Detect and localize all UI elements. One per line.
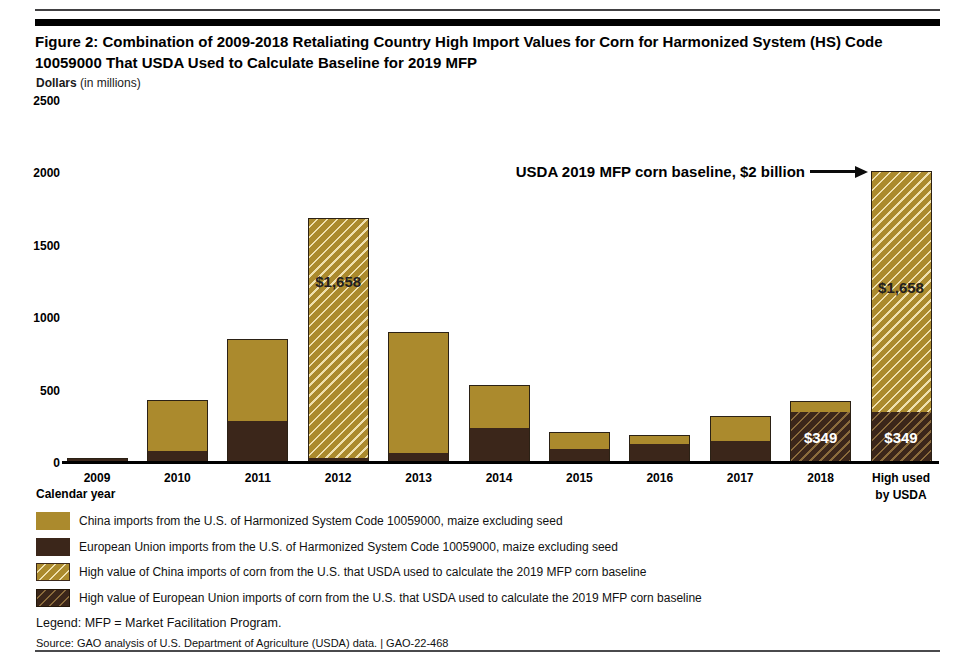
legend-row-china-solid: China imports from the U.S. of Harmonize…	[36, 512, 563, 530]
x-axis-label-2012: 2012	[293, 470, 383, 487]
bar-segment-2016-eu_solid	[630, 444, 689, 462]
x-axis-baseline	[62, 461, 939, 464]
legend-swatch-eu-solid	[36, 538, 70, 556]
x-axis-label-2010: 2010	[132, 470, 222, 487]
x-axis-label-2017: 2017	[695, 470, 785, 487]
bar-value-label-2018: $349	[804, 428, 837, 445]
y-axis-tick-label: 500	[0, 384, 60, 398]
y-axis-tick-label: 0	[0, 456, 60, 470]
y-axis-tick-label: 2500	[0, 94, 60, 108]
x-axis-title: Calendar year	[36, 487, 115, 501]
legend-label-china-hatched: High value of China imports of corn from…	[79, 565, 646, 579]
bar-2010	[147, 400, 208, 463]
legend-swatch-china-solid	[36, 512, 70, 530]
source-line: Source: GAO analysis of U.S. Department …	[36, 637, 448, 649]
chart-plot-area: 0 500 1000 1500 2000 2500 200920102011 $1,658 20…	[0, 0, 980, 654]
x-axis-label-2013: 2013	[374, 470, 464, 487]
x-axis-label-2018: 2018	[776, 470, 866, 487]
bar-2017	[710, 416, 771, 463]
bar-segment-2013-china_solid	[389, 333, 448, 454]
legend-label-eu-solid: European Union imports from the U.S. of …	[79, 540, 618, 554]
bar-value-label-high-used-by-usda: $1,658	[878, 278, 924, 295]
legend-label-eu-hatched: High value of European Union imports of …	[79, 591, 702, 605]
bar-2016	[629, 435, 690, 463]
legend-note: Legend: MFP = Market Facilitation Progra…	[36, 616, 281, 630]
legend-label-china-solid: China imports from the U.S. of Harmonize…	[79, 514, 563, 528]
bar-2015	[549, 432, 610, 463]
legend-row-china-hatched: High value of China imports of corn from…	[36, 563, 646, 581]
legend-swatch-eu-hatched	[36, 589, 70, 607]
bar-segment-2014-eu_solid	[470, 428, 529, 462]
bar-segment-2018-china_solid	[791, 402, 850, 412]
bar-2014	[469, 385, 530, 463]
annotation-arrow-line	[810, 170, 855, 173]
x-axis-label-high-used-by-usda: High used by USDA	[856, 470, 946, 504]
bar-value-label-high-used-by-usda: $349	[884, 428, 917, 445]
legend-row-eu-solid: European Union imports from the U.S. of …	[36, 538, 618, 556]
baseline-annotation: USDA 2019 MFP corn baseline, $2 billion	[516, 163, 868, 180]
legend-row-eu-hatched: High value of European Union imports of …	[36, 589, 702, 607]
annotation-arrowhead-icon	[855, 166, 868, 178]
baseline-annotation-text: USDA 2019 MFP corn baseline, $2 billion	[516, 163, 805, 180]
x-axis-label-2016: 2016	[615, 470, 705, 487]
bottom-rule	[35, 650, 940, 652]
y-axis-tick-label: 1500	[0, 239, 60, 253]
bar-segment-2011-eu_solid	[228, 421, 287, 462]
bar-value-label-2012: $1,658	[315, 272, 361, 289]
bar-segment-2012-china_hatched	[309, 219, 368, 458]
bar-2013	[388, 332, 449, 463]
bar-high-used-by-usda	[871, 171, 932, 463]
x-axis-label-2009: 2009	[52, 470, 142, 487]
y-axis-tick-label: 1000	[0, 311, 60, 325]
bar-segment-2014-china_solid	[470, 386, 529, 428]
bar-segment-2017-eu_solid	[711, 441, 770, 462]
bar-2011	[227, 339, 288, 463]
bar-segment-2010-china_solid	[148, 401, 207, 452]
bar-segment-2016-china_solid	[630, 436, 689, 444]
gao-figure-page: Figure 2: Combination of 2009-2018 Retal…	[0, 0, 980, 654]
y-axis-tick-label: 2000	[0, 166, 60, 180]
bar-2012	[308, 218, 369, 463]
bar-segment-2011-china_solid	[228, 340, 287, 421]
bar-segment-2015-china_solid	[550, 433, 609, 449]
x-axis-label-2015: 2015	[534, 470, 624, 487]
x-axis-label-2014: 2014	[454, 470, 544, 487]
legend-swatch-china-hatched	[36, 563, 70, 581]
x-axis-label-2011: 2011	[213, 470, 303, 487]
bar-segment-2017-china_solid	[711, 417, 770, 440]
